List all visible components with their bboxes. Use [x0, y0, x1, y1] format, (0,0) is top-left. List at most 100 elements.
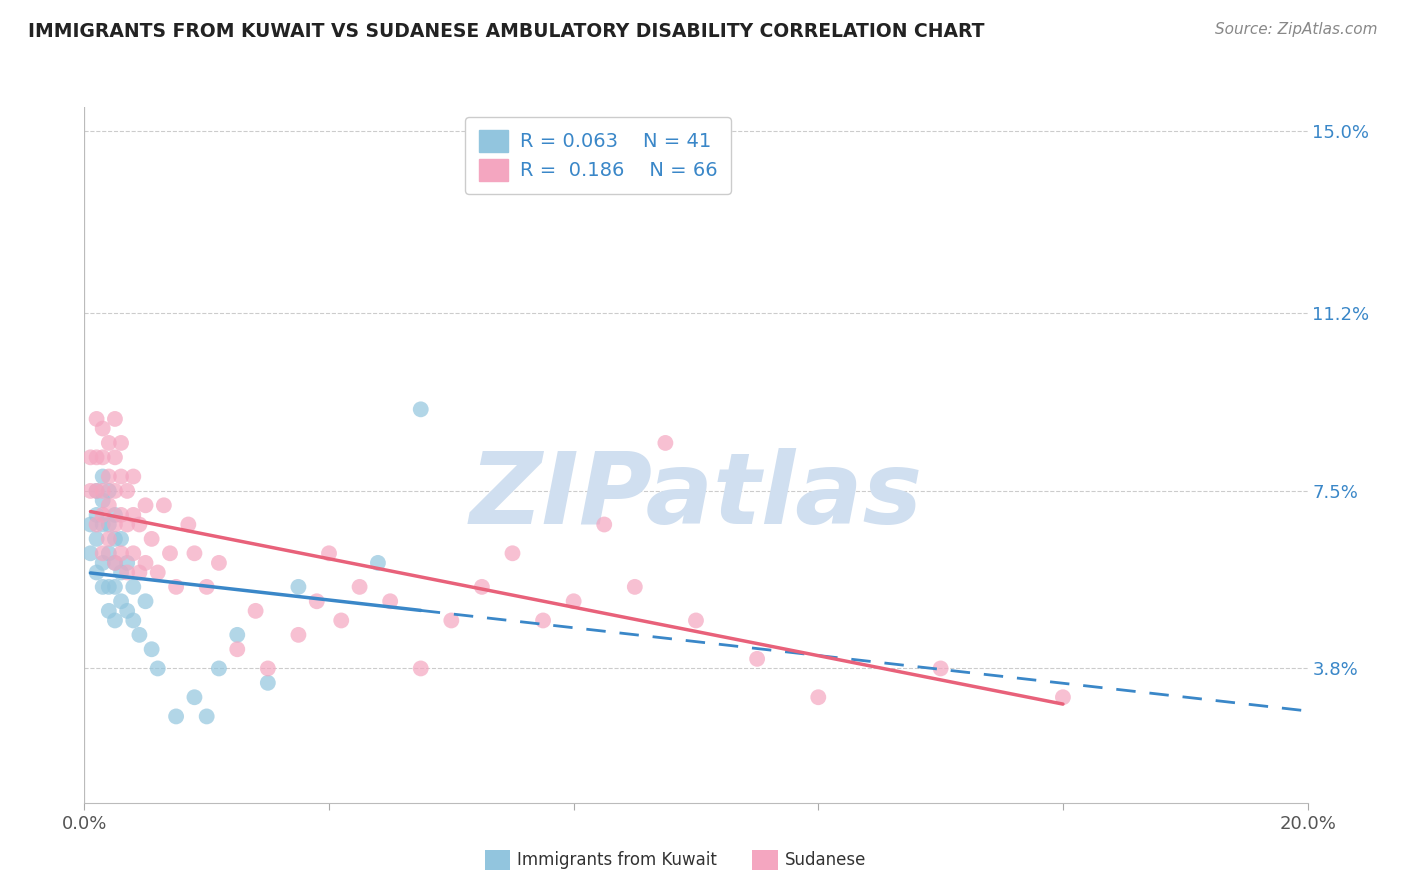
Point: [135, 498, 157, 512]
Point: [91, 517, 114, 532]
Point: [79, 517, 101, 532]
Point: [165, 709, 187, 723]
Point: [146, 566, 169, 580]
Point: [104, 556, 127, 570]
Point: [97, 546, 120, 560]
Point: [349, 580, 371, 594]
Point: [367, 556, 389, 570]
Point: [79, 483, 101, 498]
Point: [593, 517, 616, 532]
Point: [471, 580, 494, 594]
Point: [97, 469, 120, 483]
Point: [624, 580, 647, 594]
Point: [177, 517, 200, 532]
Point: [86, 450, 108, 465]
Point: [115, 556, 138, 570]
Point: [502, 546, 524, 560]
Point: [86, 532, 108, 546]
Point: [257, 676, 280, 690]
Point: [115, 604, 138, 618]
Point: [128, 628, 150, 642]
Point: [122, 546, 145, 560]
Point: [318, 546, 340, 560]
Point: [91, 546, 114, 560]
Point: [654, 436, 676, 450]
Point: [110, 469, 132, 483]
Point: [409, 661, 432, 675]
Text: Source: ZipAtlas.com: Source: ZipAtlas.com: [1215, 22, 1378, 37]
Point: [146, 661, 169, 675]
Point: [86, 508, 108, 522]
Point: [97, 604, 120, 618]
Point: [104, 580, 127, 594]
Point: [122, 580, 145, 594]
Point: [97, 436, 120, 450]
Point: [440, 614, 463, 628]
Point: [208, 556, 231, 570]
Point: [409, 402, 432, 417]
Point: [1052, 690, 1074, 705]
Point: [153, 498, 176, 512]
Point: [287, 580, 309, 594]
Point: [115, 483, 138, 498]
Point: [110, 436, 132, 450]
Point: [165, 580, 187, 594]
Point: [115, 517, 138, 532]
Point: [86, 483, 108, 498]
Text: IMMIGRANTS FROM KUWAIT VS SUDANESE AMBULATORY DISABILITY CORRELATION CHART: IMMIGRANTS FROM KUWAIT VS SUDANESE AMBUL…: [28, 22, 984, 41]
Point: [807, 690, 830, 705]
Point: [91, 580, 114, 594]
Point: [122, 469, 145, 483]
Point: [91, 483, 114, 498]
Point: [79, 546, 101, 560]
Point: [141, 642, 163, 657]
Point: [91, 493, 114, 508]
Point: [929, 661, 952, 675]
Point: [110, 508, 132, 522]
Point: [86, 517, 108, 532]
Point: [305, 594, 328, 608]
Point: [97, 580, 120, 594]
Point: [104, 450, 127, 465]
Point: [330, 614, 353, 628]
Point: [245, 604, 267, 618]
Point: [104, 556, 127, 570]
Point: [257, 661, 280, 675]
Point: [195, 709, 218, 723]
Point: [531, 614, 554, 628]
Point: [97, 517, 120, 532]
Point: [208, 661, 231, 675]
Point: [159, 546, 181, 560]
Point: [122, 614, 145, 628]
Point: [97, 532, 120, 546]
Point: [104, 508, 127, 522]
Point: [79, 450, 101, 465]
Point: [104, 412, 127, 426]
Point: [110, 594, 132, 608]
Point: [135, 556, 157, 570]
Point: [110, 532, 132, 546]
Legend: R = 0.063    N = 41, R =  0.186    N = 66: R = 0.063 N = 41, R = 0.186 N = 66: [465, 117, 731, 194]
Point: [115, 566, 138, 580]
Point: [562, 594, 585, 608]
Point: [91, 450, 114, 465]
Point: [226, 642, 249, 657]
Point: [141, 532, 163, 546]
Point: [287, 628, 309, 642]
Point: [86, 566, 108, 580]
Text: Immigrants from Kuwait: Immigrants from Kuwait: [517, 851, 717, 869]
Point: [747, 652, 769, 666]
Point: [104, 532, 127, 546]
Point: [135, 594, 157, 608]
Point: [195, 580, 218, 594]
Point: [183, 690, 205, 705]
Point: [104, 483, 127, 498]
Point: [183, 546, 205, 560]
Point: [91, 421, 114, 435]
Point: [91, 469, 114, 483]
Point: [104, 517, 127, 532]
Point: [128, 517, 150, 532]
Point: [128, 566, 150, 580]
Point: [685, 614, 707, 628]
Point: [97, 498, 120, 512]
